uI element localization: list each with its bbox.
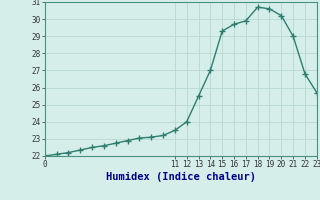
X-axis label: Humidex (Indice chaleur): Humidex (Indice chaleur) [106,172,256,182]
